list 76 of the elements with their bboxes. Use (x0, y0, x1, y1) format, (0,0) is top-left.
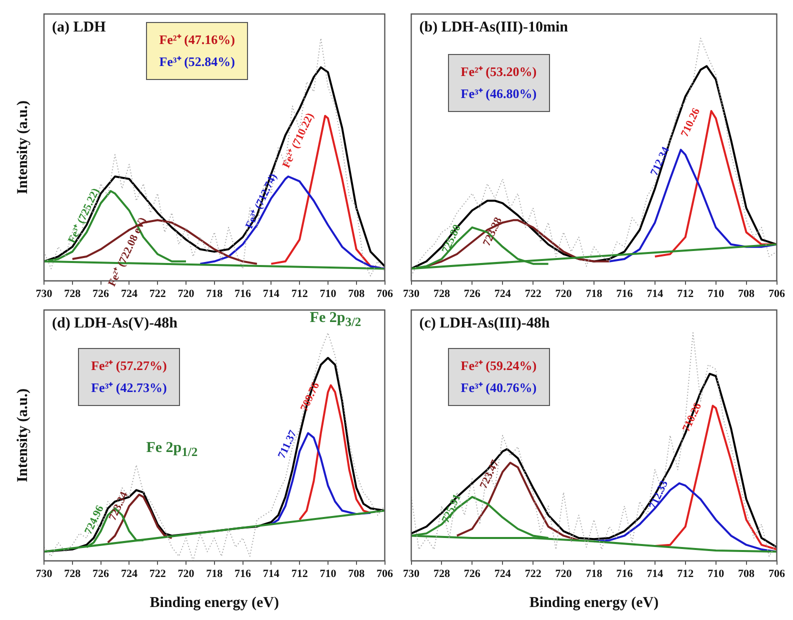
x-tick-label: 724 (494, 288, 512, 300)
x-tick-label: 718 (206, 288, 224, 300)
x-tick-label: 728 (433, 288, 450, 300)
x-tick-label: 714 (646, 288, 664, 300)
x-tick-label: 722 (149, 288, 166, 300)
chart-title: (b) LDH-As(III)-10min (419, 19, 569, 36)
x-tick-label: 714 (646, 568, 664, 580)
text: Fe 2p$_{3/2}$ (310, 310, 362, 330)
x-tick-label: 706 (768, 288, 786, 300)
x-tick-label: 718 (586, 568, 603, 580)
x-tick-label: 712 (677, 288, 694, 300)
annotation: Fe²⁺ (59.24%) (460, 356, 537, 375)
x-tick-label: 706 (768, 568, 786, 580)
annotation: Fe 2p$_{1/2}$ (146, 440, 198, 460)
x-axis-title: Binding energy (eV) (529, 594, 659, 611)
x-tick-label: 712 (291, 568, 308, 580)
text: 723.47 (478, 458, 502, 491)
x-tick-label: 724 (120, 288, 138, 300)
x-tick-label: 714 (262, 288, 280, 300)
x-tick-label: 716 (234, 568, 252, 580)
x-tick-label: 722 (524, 568, 542, 580)
x-tick-label: 730 (36, 568, 53, 580)
annotation: Fe²⁺ (47.16%) (159, 31, 235, 49)
text: 712.33 (646, 478, 671, 512)
text: 725.80 (440, 222, 464, 256)
x-tick-label: 718 (206, 568, 224, 580)
x-tick-label: 710 (320, 288, 337, 300)
x-tick-label: 706 (376, 568, 394, 580)
y-axis-title: Intensity (a.u.) (14, 388, 31, 482)
annotation: Fe³⁺ (40.76%) (460, 378, 537, 397)
x-tick-label: 708 (348, 568, 366, 580)
text: 711.37 (276, 428, 300, 460)
x-tick-label: 724 (120, 568, 138, 580)
annotation: Fe³⁺ (46.80%) (460, 85, 537, 104)
x-tick-label: 706 (376, 288, 394, 300)
x-tick-label: 718 (586, 288, 603, 300)
x-tick-label: 726 (464, 288, 481, 300)
x-tick-label: 712 (677, 568, 694, 580)
x-tick-label: 728 (64, 568, 82, 580)
chart-title: (a) LDH (52, 19, 106, 36)
x-tick-label: 708 (738, 288, 756, 300)
annotation: Fe²⁺ (53.20%) (460, 63, 537, 82)
text: 724.96 (82, 503, 106, 536)
annotation: Fe³⁺ (52.84%) (159, 53, 235, 71)
annotation: Fe²⁺ (57.27%) (91, 356, 167, 375)
text: 710.26 (680, 400, 704, 434)
x-tick-label: 726 (92, 568, 110, 580)
x-tick-label: 716 (616, 568, 634, 580)
x-tick-label: 710 (708, 288, 725, 300)
x-tick-label: 728 (64, 288, 82, 300)
x-tick-label: 726 (92, 288, 110, 300)
x-tick-label: 720 (555, 568, 572, 580)
x-tick-label: 720 (178, 568, 195, 580)
x-tick-label: 730 (403, 568, 420, 580)
annotation: Fe³⁺ (42.73%) (91, 378, 167, 397)
x-tick-label: 726 (464, 568, 481, 580)
x-tick-label: 710 (320, 568, 337, 580)
x-tick-label: 730 (36, 288, 53, 300)
x-tick-label: 720 (555, 288, 572, 300)
x-tick-label: 720 (178, 288, 195, 300)
x-tick-label: 710 (708, 568, 725, 580)
x-tick-label: 708 (738, 568, 756, 580)
x-tick-label: 716 (234, 288, 252, 300)
x-tick-label: 724 (494, 568, 512, 580)
chart-title: (c) LDH-As(III)-48h (419, 315, 550, 332)
x-tick-label: 708 (348, 288, 366, 300)
x-tick-label: 722 (149, 568, 166, 580)
x-axis-title: Binding energy (eV) (150, 594, 279, 611)
y-axis-title: Intensity (a.u.) (14, 100, 31, 194)
x-tick-label: 728 (433, 568, 450, 580)
x-tick-label: 722 (524, 288, 542, 300)
x-tick-label: 714 (262, 568, 280, 580)
x-tick-label: 712 (291, 288, 308, 300)
chart-title: (d) LDH-As(V)-48h (52, 315, 178, 332)
x-tick-label: 716 (616, 288, 634, 300)
x-tick-label: 730 (403, 288, 420, 300)
